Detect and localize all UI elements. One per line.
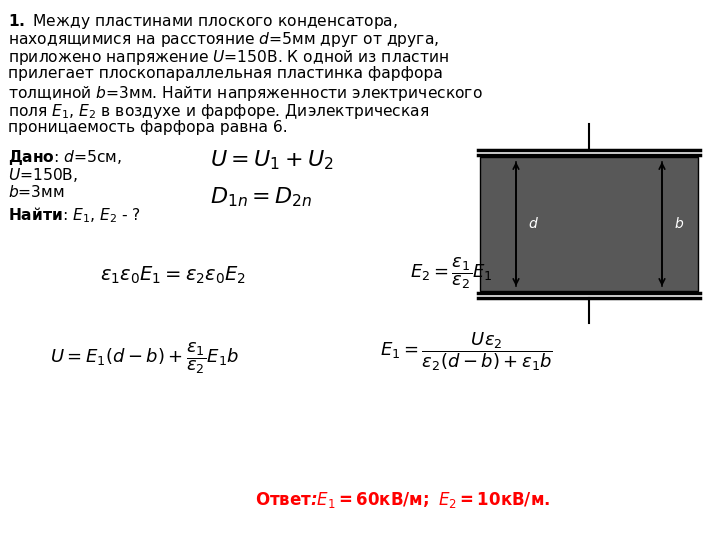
Text: прилегает плоскопараллельная пластинка фарфора: прилегает плоскопараллельная пластинка ф… xyxy=(8,66,443,81)
Text: $E_1 = \dfrac{U\varepsilon_2}{\varepsilon_2(d-b)+\varepsilon_1 b}$: $E_1 = \dfrac{U\varepsilon_2}{\varepsilo… xyxy=(380,330,553,373)
Text: $\mathbf{Дано}$: $d$=5см,: $\mathbf{Дано}$: $d$=5см, xyxy=(8,148,122,167)
Text: $d$: $d$ xyxy=(528,217,539,232)
Text: приложено напряжение $U$=150В. К одной из пластин: приложено напряжение $U$=150В. К одной и… xyxy=(8,48,449,67)
Text: $b$=3мм: $b$=3мм xyxy=(8,184,65,200)
Text: проницаемость фарфора равна 6.: проницаемость фарфора равна 6. xyxy=(8,120,287,135)
Text: $\mathbf{Найти}$: $E_1$, $E_2$ - ?: $\mathbf{Найти}$: $E_1$, $E_2$ - ? xyxy=(8,205,141,225)
Text: $U$=150В,: $U$=150В, xyxy=(8,166,78,184)
Text: поля $E_1$, $E_2$ в воздухе и фарфоре. Диэлектрическая: поля $E_1$, $E_2$ в воздухе и фарфоре. Д… xyxy=(8,102,429,121)
Bar xyxy=(480,157,698,291)
Text: $E_2 = \dfrac{\varepsilon_1}{\varepsilon_2} E_1$: $E_2 = \dfrac{\varepsilon_1}{\varepsilon… xyxy=(410,255,492,291)
Text: $\mathit{\mathbf{Ответ}}$:$\mathit{E_1}$$\mathbf{=60кВ/м;}$ $\mathit{E_2}$$\math: $\mathit{\mathbf{Ответ}}$:$\mathit{E_1}$… xyxy=(255,490,550,510)
Text: $\mathbf{1.}$ Между пластинами плоского конденсатора,: $\mathbf{1.}$ Между пластинами плоского … xyxy=(8,12,398,31)
Text: толщиной $b$=3мм. Найти напряженности электрического: толщиной $b$=3мм. Найти напряженности эл… xyxy=(8,84,482,103)
Text: $\varepsilon_1\varepsilon_0 E_1 = \varepsilon_2\varepsilon_0 E_2$: $\varepsilon_1\varepsilon_0 E_1 = \varep… xyxy=(100,265,246,286)
Text: $U=U_1+U_2$: $U=U_1+U_2$ xyxy=(210,148,334,172)
Text: находящимися на расстояние $d$=5мм друг от друга,: находящимися на расстояние $d$=5мм друг … xyxy=(8,30,439,49)
Text: $U = E_1(d-b)+\dfrac{\varepsilon_1}{\varepsilon_2}E_1 b$: $U = E_1(d-b)+\dfrac{\varepsilon_1}{\var… xyxy=(50,340,239,376)
Text: $b$: $b$ xyxy=(674,217,684,232)
Text: $D_{1n} = D_{2n}$: $D_{1n} = D_{2n}$ xyxy=(210,185,312,208)
